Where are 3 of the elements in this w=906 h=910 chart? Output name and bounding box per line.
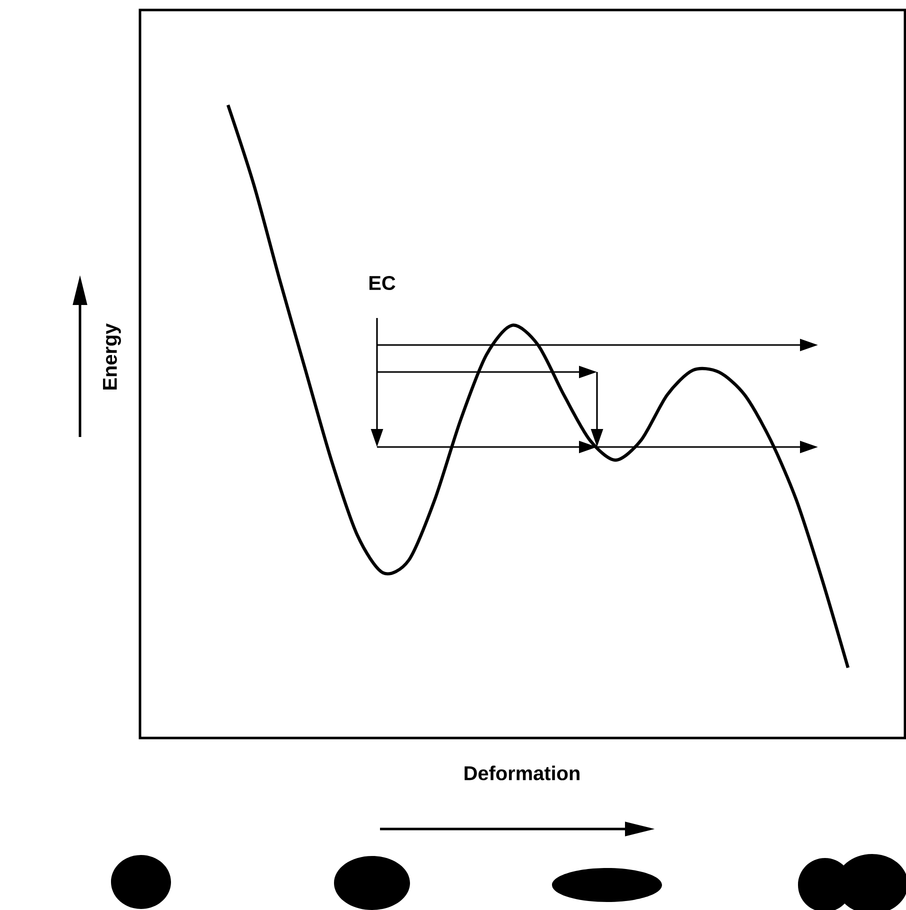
y-axis-title: Energy [103, 323, 121, 390]
x-axis-title: Deformation [464, 766, 580, 780]
annotation: EC [369, 276, 396, 290]
